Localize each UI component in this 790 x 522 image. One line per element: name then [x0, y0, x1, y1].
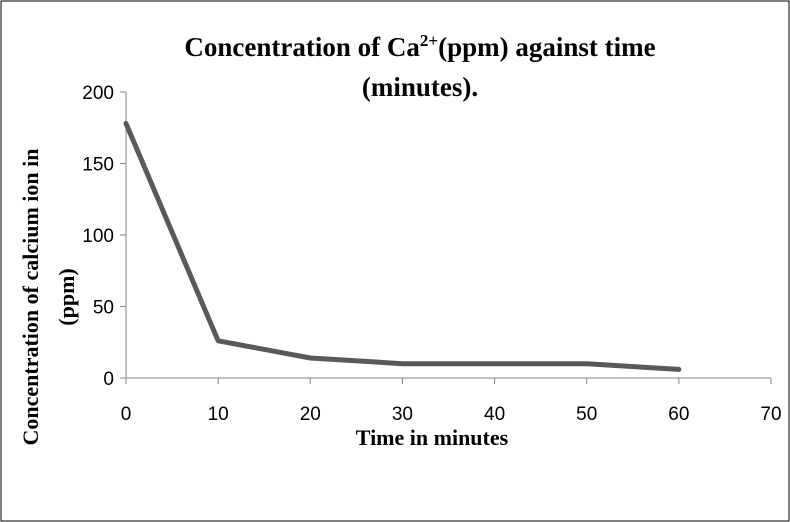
y-axis-label: (ppm)	[54, 268, 79, 325]
x-tick-label: 20	[300, 404, 321, 425]
x-tick-label: 70	[760, 404, 781, 425]
x-tick-label: 0	[121, 404, 132, 425]
x-tick-label: 50	[576, 404, 597, 425]
y-tick-label: 0	[103, 369, 114, 390]
x-tick-label: 10	[208, 404, 229, 425]
title-superscript: 2+	[420, 31, 438, 50]
y-tick-label: 50	[93, 298, 114, 319]
title-part: Concentration of Ca	[184, 32, 420, 62]
chart-title: Concentration of Ca2+(ppm) against time	[184, 31, 655, 62]
y-tick-label: 100	[82, 226, 114, 247]
x-tick-label: 60	[668, 404, 689, 425]
chart-title-line-2: (minutes).	[362, 72, 478, 102]
title-part: (ppm) against time	[438, 32, 656, 62]
data-line	[123, 120, 682, 372]
x-tick-label: 40	[484, 404, 505, 425]
y-axis-label: Concentration of calcium ion in	[18, 149, 43, 446]
x-tick-label: 30	[392, 404, 413, 425]
y-tick-label: 200	[82, 83, 114, 104]
y-tick-label: 150	[82, 155, 114, 176]
x-axis-label: Time in minutes	[356, 425, 509, 450]
